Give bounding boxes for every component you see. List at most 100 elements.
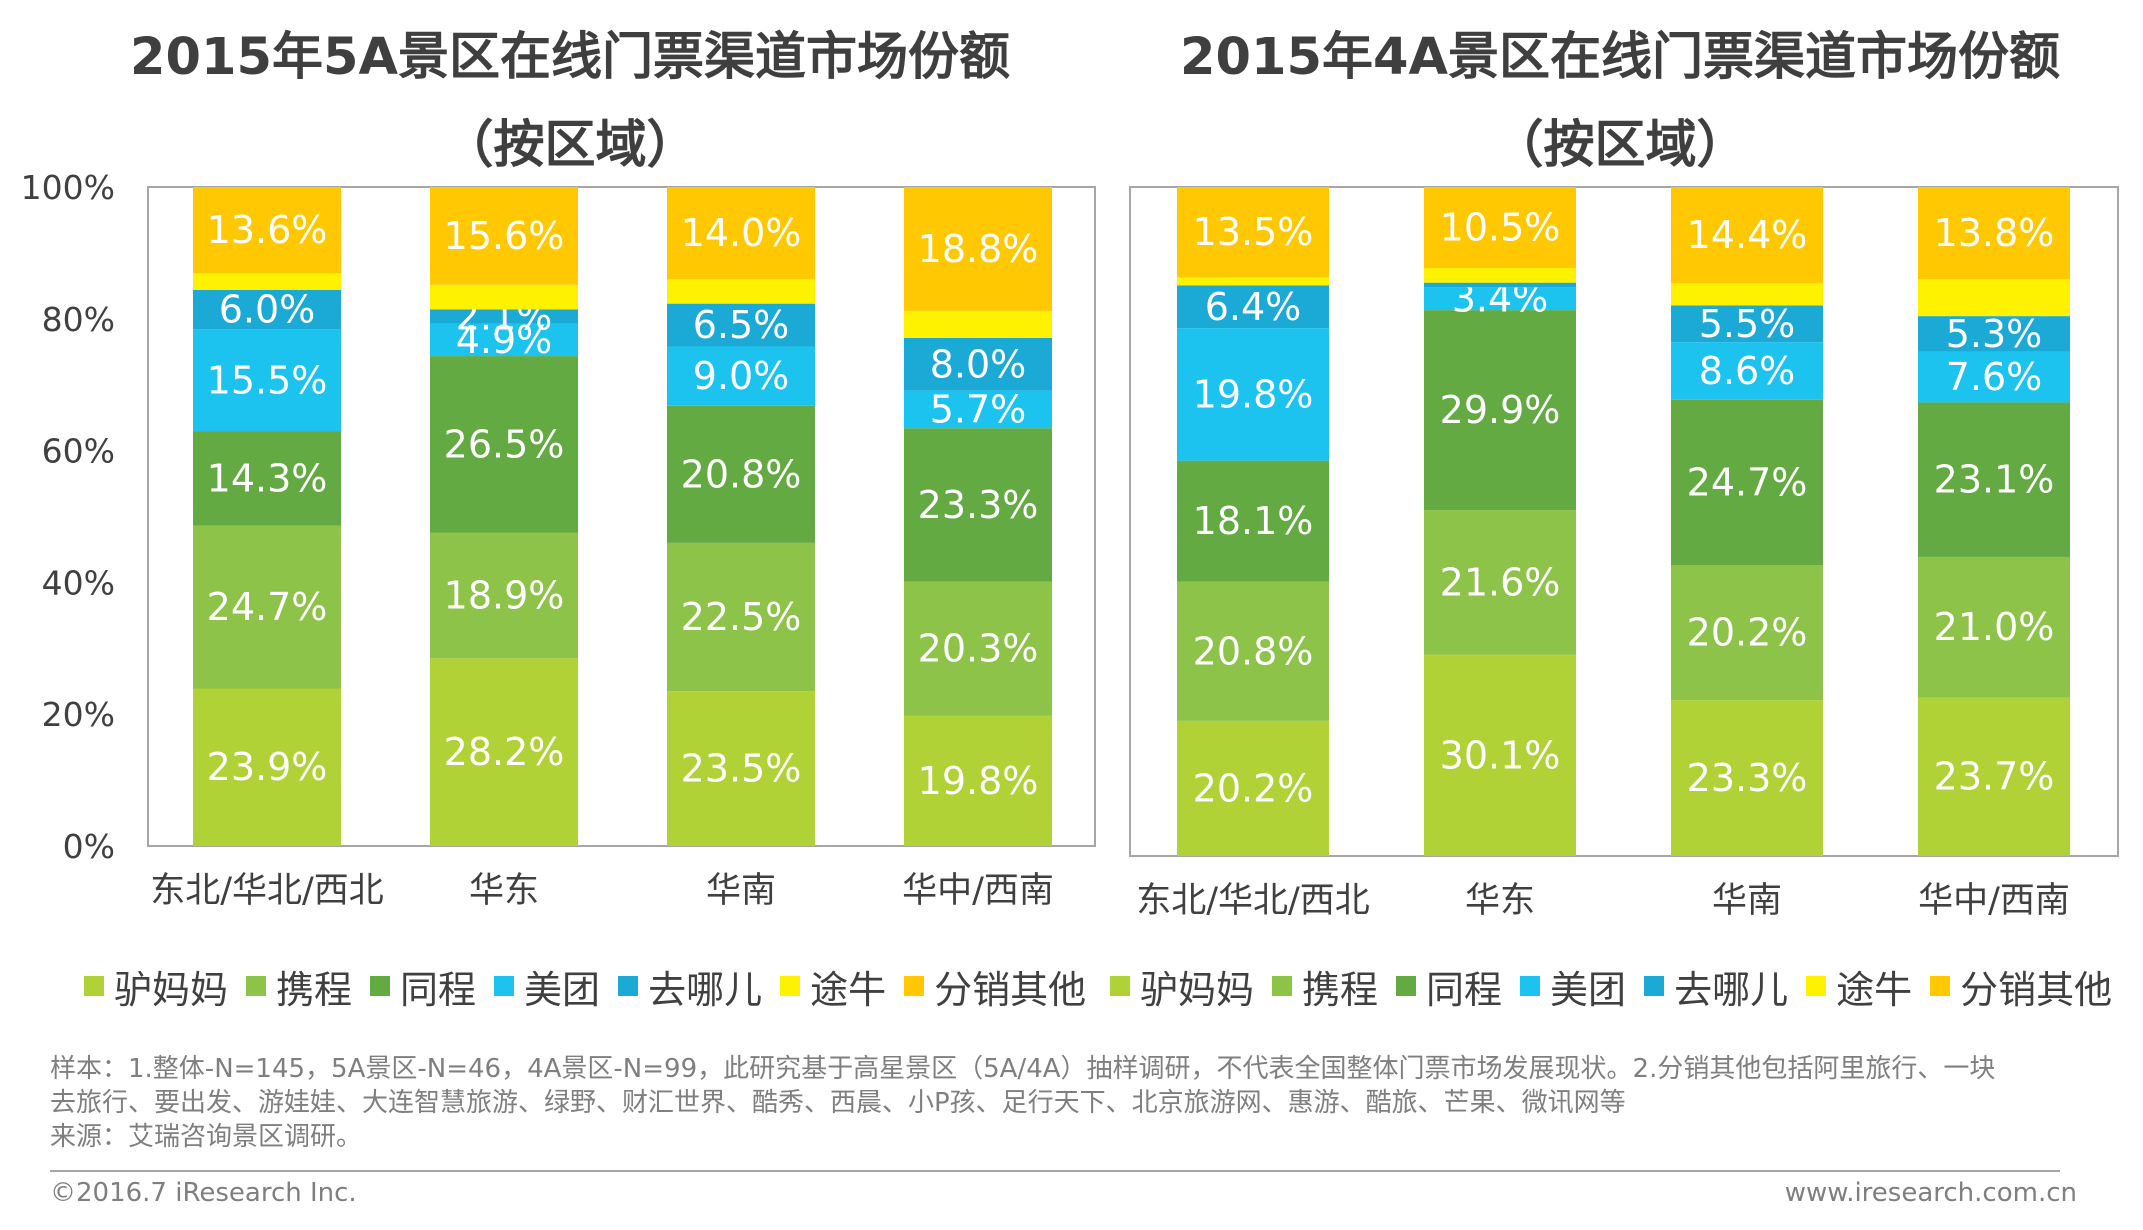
bar-segment — [1671, 700, 1823, 856]
bar-segment — [904, 428, 1052, 582]
legend-swatch — [246, 976, 267, 996]
legend-item: 去哪儿 — [1644, 959, 1788, 1014]
bar-segment — [904, 337, 1052, 391]
x-category-label: 华东 — [469, 871, 539, 911]
data-label: 20.2% — [1687, 611, 1808, 655]
data-label: 5.5% — [1699, 302, 1796, 346]
note-line: 样本：1.整体-N=145，5A景区-N=46，4A景区-N=99，此研究基于高… — [50, 1054, 1996, 1084]
data-label: 20.8% — [681, 452, 802, 496]
bar-segment — [1671, 187, 1823, 284]
legend-swatch — [904, 976, 925, 996]
data-label: 4.9% — [456, 318, 553, 362]
data-label: 8.0% — [930, 342, 1027, 386]
data-label: 21.6% — [1440, 560, 1561, 604]
chart-title-line: 2015年5A景区在线门票渠道市场份额 — [130, 28, 1010, 87]
bar-segment — [1918, 187, 2070, 280]
bar-segment — [1177, 581, 1329, 721]
bar-segment — [904, 581, 1052, 716]
chart-title-4a: 2015年4A景区在线门票渠道市场份额 （按区域） — [1100, 14, 2140, 190]
data-label: 14.3% — [207, 457, 328, 501]
bar-segment — [904, 390, 1052, 429]
bar-segment — [193, 329, 341, 432]
chart-title-5a: 2015年5A景区在线门票渠道市场份额 （按区域） — [60, 14, 1080, 190]
data-label: 18.8% — [918, 227, 1039, 271]
y-tick-label: 80% — [42, 300, 115, 339]
data-label: 23.7% — [1934, 755, 2055, 799]
bar-segment — [1671, 283, 1823, 306]
legend-item: 同程 — [1396, 959, 1502, 1014]
bar-segment — [1177, 277, 1329, 286]
bar-segment — [193, 289, 341, 330]
x-category-label: 华南 — [1712, 881, 1782, 921]
legend-item: 驴妈妈 — [84, 959, 228, 1014]
legend-label: 去哪儿 — [1674, 967, 1789, 1012]
data-label: 10.5% — [1440, 205, 1561, 249]
note-line: 来源：艾瑞咨询景区调研。 — [50, 1122, 363, 1152]
bar-segment — [1424, 510, 1576, 655]
bar-segment — [430, 323, 578, 357]
legend-5a: 驴妈妈 携程 同程 美团 去哪儿 途牛 分销其他 — [84, 956, 1104, 1016]
data-label: 18.1% — [1193, 499, 1314, 543]
bar-segment — [193, 525, 341, 689]
bar-segment — [1671, 564, 1823, 701]
legend-swatch — [1272, 976, 1293, 996]
legend-label: 美团 — [1550, 967, 1627, 1012]
bar-segment — [667, 279, 815, 304]
legend-label: 分销其他 — [934, 967, 1087, 1012]
legend-label: 去哪儿 — [648, 967, 763, 1012]
website-link[interactable]: www.iresearch.com.cn — [1784, 1178, 2077, 1208]
data-label: 14.4% — [1687, 213, 1808, 257]
x-category-label: 东北/华北/西北 — [150, 871, 384, 911]
data-label: 23.9% — [207, 745, 328, 789]
data-label: 24.7% — [207, 585, 328, 629]
bar-segment — [1918, 697, 2070, 856]
legend-swatch — [1396, 976, 1417, 996]
bar-segment — [1177, 720, 1329, 856]
legend-swatch — [1644, 976, 1665, 996]
data-label: 21.0% — [1934, 605, 2055, 649]
legend-label: 美团 — [524, 967, 601, 1012]
legend-item: 携程 — [1272, 959, 1378, 1014]
bar-segment — [193, 688, 341, 846]
legend-item: 途牛 — [780, 959, 886, 1014]
data-label: 5.3% — [1946, 312, 2043, 356]
y-tick-label: 60% — [42, 432, 115, 471]
legend-label: 途牛 — [810, 967, 887, 1012]
legend-swatch — [1806, 976, 1827, 996]
data-label: 13.5% — [1193, 210, 1314, 254]
legend-swatch — [84, 976, 104, 996]
data-label: 20.2% — [1193, 766, 1314, 810]
legend-4a: 驴妈妈 携程 同程 美团 去哪儿 途牛 分销其他 — [1110, 956, 2130, 1016]
data-label: 20.3% — [918, 627, 1039, 671]
legend-label: 驴妈妈 — [1140, 967, 1255, 1012]
y-tick-label: 20% — [42, 695, 115, 734]
data-label: 5.7% — [930, 387, 1027, 431]
legend-item: 去哪儿 — [618, 959, 762, 1014]
data-label: 23.1% — [1934, 458, 2055, 502]
legend-item: 美团 — [1520, 959, 1626, 1014]
legend-swatch — [618, 976, 639, 996]
legend-item: 分销其他 — [904, 959, 1086, 1014]
data-label: 23.5% — [681, 747, 802, 791]
legend-label: 携程 — [276, 967, 353, 1012]
footer-divider — [50, 1170, 2060, 1172]
bar-segment — [1177, 328, 1329, 461]
bar-segment — [904, 187, 1052, 311]
bar-segment — [1177, 460, 1329, 582]
bar-segment — [430, 187, 578, 285]
bar-segment — [430, 356, 578, 533]
bar-segment — [904, 310, 1052, 338]
data-label: 20.8% — [1193, 629, 1314, 673]
x-category-label: 东北/华北/西北 — [1136, 881, 1370, 921]
data-label: 7.6% — [1946, 355, 2043, 399]
data-label: 23.3% — [1687, 756, 1808, 800]
plot-frame — [147, 186, 1096, 847]
legend-label: 分销其他 — [1960, 967, 2113, 1012]
x-category-label: 华东 — [1465, 881, 1535, 921]
legend-item: 驴妈妈 — [1110, 959, 1254, 1014]
bar-segment — [1424, 282, 1576, 288]
bar-segment — [430, 532, 578, 659]
data-label: 14.0% — [681, 211, 802, 255]
bar-segment — [1671, 342, 1823, 400]
y-tick-label: 40% — [42, 563, 115, 602]
